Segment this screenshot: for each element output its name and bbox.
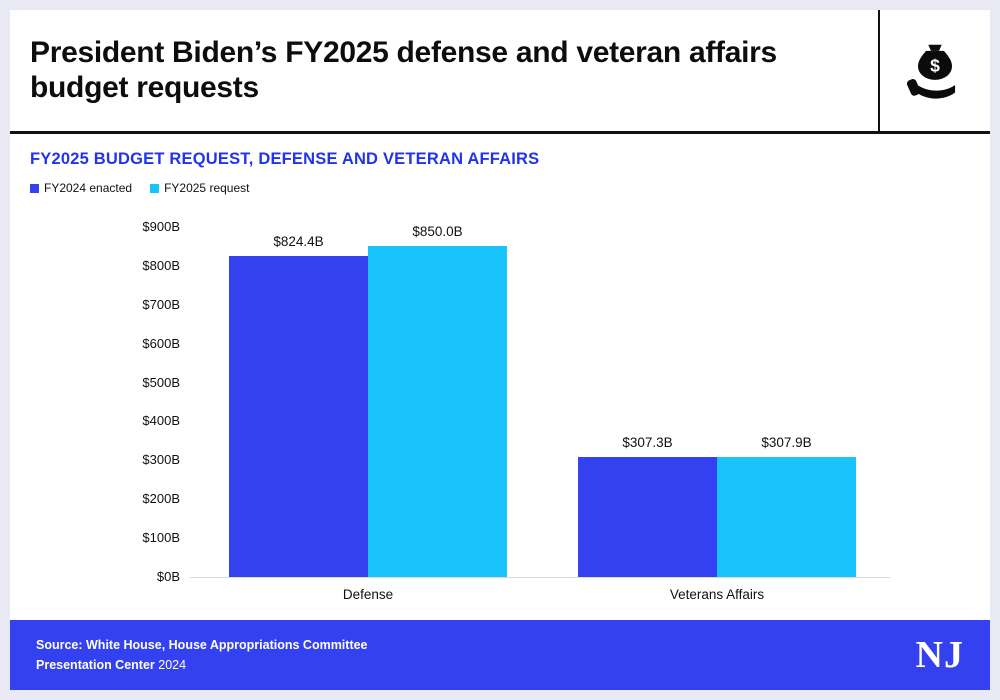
bar-value-label: $307.9B [761,435,812,451]
legend-label: FY2024 enacted [44,181,133,195]
y-axis-tick-label: $500B [142,374,180,390]
y-axis-tick-label: $400B [142,413,180,429]
y-axis-tick-label: $0B [156,569,180,584]
header-text: President Biden’s FY2025 defense and vet… [10,10,878,131]
brand-line: Presentation Center 2024 [36,655,368,675]
footer-text: Source: White House, House Appropriation… [36,635,368,675]
legend-item: FY2024 enacted [30,181,132,195]
legend-swatch-icon [30,183,39,193]
y-axis-tick-label: $200B [142,491,180,507]
legend-item: FY2025 request [150,181,249,195]
y-axis-tick-label: $600B [142,335,180,351]
bar-value-label: $850.0B [412,224,463,240]
legend-swatch-icon [150,183,160,193]
bar-defense-series-0 [229,256,368,577]
source-text: Source: White House, House Appropriation… [36,638,368,652]
money-bag-hand-icon: $ [906,44,956,99]
y-axis-tick-label: $100B [142,530,180,546]
header-icon-box: $ [878,10,990,131]
chart-area: FY2025 BUDGET REQUEST, DEFENSE AND VETER… [10,134,990,620]
footer-year: 2024 [158,658,187,672]
chart-legend: FY2024 enacted FY2025 request [30,181,970,195]
svg-text:$: $ [930,55,940,75]
y-axis-tick-label: $800B [142,257,180,273]
category-label: Veterans Affairs [669,587,765,602]
header: President Biden’s FY2025 defense and vet… [10,10,990,134]
x-axis-baseline [190,577,890,578]
bar-chart: $0B $100B $200B $300B $400B $500B $600B $700B $8… [30,199,970,607]
category-label: Defense [342,587,394,602]
bar-value-label: $824.4B [273,234,324,250]
nj-logo: NJ [915,634,964,676]
y-axis-tick-label: $900B [142,219,180,234]
bar-value-label: $307.3B [622,435,673,451]
footer: Source: White House, House Appropriation… [10,620,990,690]
bar-veterans-affairs-series-0 [578,457,717,577]
brand-text: Presentation Center [36,658,155,672]
y-axis-tick-label: $700B [142,296,180,312]
bar-veterans-affairs-series-1 [717,457,856,577]
y-axis-tick-label: $300B [142,452,180,468]
page-title: President Biden’s FY2025 defense and vet… [30,36,777,104]
legend-label: FY2025 request [164,181,250,195]
bar-defense-series-1 [368,246,507,577]
chart-title: FY2025 BUDGET REQUEST, DEFENSE AND VETER… [30,150,540,168]
